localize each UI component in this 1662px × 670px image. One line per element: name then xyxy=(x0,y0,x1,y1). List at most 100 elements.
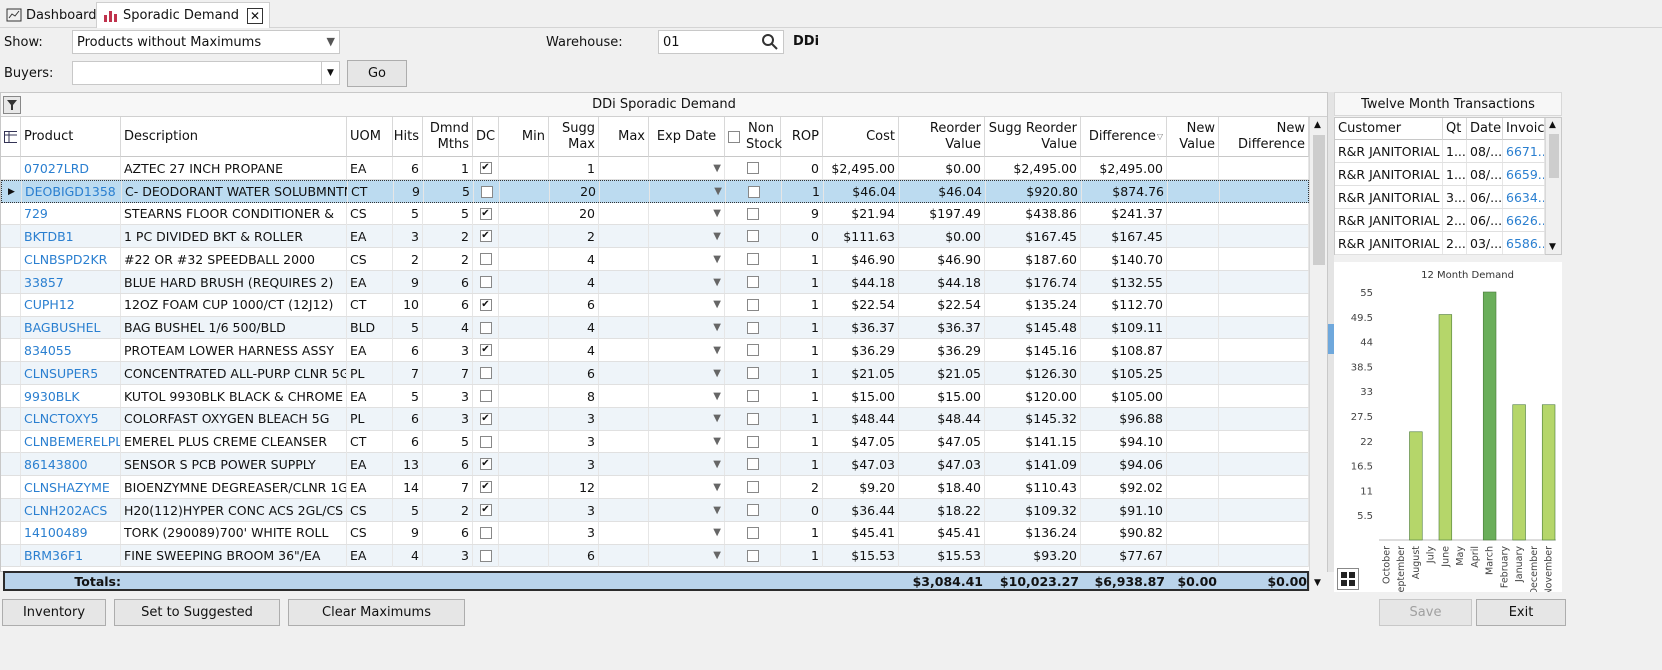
table-row[interactable]: CLNBEMERELPL...EMEREL PLUS CREME CLEANSE… xyxy=(1,430,1309,454)
tx-col-invoice[interactable]: Invoic xyxy=(1503,118,1545,140)
buyers-select[interactable]: ▼ xyxy=(72,61,340,85)
max-cell[interactable] xyxy=(599,339,649,362)
tx-invoice-link[interactable]: 6634... xyxy=(1503,186,1545,208)
tx-invoice-link[interactable]: 6586... xyxy=(1503,232,1545,254)
non-stock-checkbox[interactable] xyxy=(746,276,759,288)
new-value-cell[interactable] xyxy=(1167,339,1219,362)
col-description[interactable]: Description xyxy=(121,117,347,157)
table-row[interactable]: CLNH202ACS H20(112)HYPER CONC ACS 2GL/CS C… xyxy=(1,499,1309,522)
non-stock-checkbox[interactable] xyxy=(746,526,759,539)
table-row[interactable]: CLNCTOXY5 COLORFAST OXYGEN BLEACH 5G PL 6 3 ✔… xyxy=(1,407,1309,431)
non-stock-checkbox[interactable] xyxy=(746,458,759,471)
chevron-down-icon[interactable]: ▼ xyxy=(713,367,721,379)
dc-checkbox[interactable]: ✔ xyxy=(479,207,492,220)
table-row[interactable]: 86143800 SENSOR S PCB POWER SUPPLY EA 13 6 ✔ 3… xyxy=(1,453,1309,477)
close-tab-icon[interactable]: ✕ xyxy=(247,7,264,24)
col-uom[interactable]: UOM xyxy=(347,117,393,157)
max-cell[interactable] xyxy=(599,521,649,544)
max-cell[interactable] xyxy=(599,385,649,407)
min-cell[interactable] xyxy=(499,248,549,271)
max-cell[interactable] xyxy=(599,430,649,453)
row-selector[interactable] xyxy=(1,499,21,521)
max-cell[interactable] xyxy=(599,407,649,430)
tx-col-customer[interactable]: Customer xyxy=(1335,118,1443,140)
exp-date-cell[interactable]: ▼ xyxy=(649,339,725,362)
row-selector[interactable] xyxy=(1,225,21,248)
dc-checkbox[interactable] xyxy=(479,321,492,334)
product-link[interactable]: CUPH12 xyxy=(21,293,121,316)
dc-checkbox[interactable]: ✔ xyxy=(479,230,492,243)
new-value-cell[interactable] xyxy=(1167,407,1219,430)
set-to-suggested-button[interactable]: Set to Suggested xyxy=(114,599,280,626)
non-stock-checkbox[interactable] xyxy=(746,230,759,243)
grid-scrollbar[interactable]: ▲ ▼ xyxy=(1309,117,1327,591)
col-min[interactable]: Min xyxy=(499,117,549,157)
panel-splitter[interactable] xyxy=(1328,92,1334,572)
exp-date-cell[interactable]: ▼ xyxy=(649,316,725,339)
new-value-cell[interactable] xyxy=(1167,293,1219,316)
exp-date-cell[interactable]: ▼ xyxy=(649,499,725,521)
new-value-cell[interactable] xyxy=(1167,476,1219,499)
product-link[interactable]: 07027LRD xyxy=(21,157,121,179)
min-cell[interactable] xyxy=(499,453,549,476)
exp-date-cell[interactable]: ▼ xyxy=(649,385,725,407)
tx-invoice-link[interactable]: 6626... xyxy=(1503,209,1545,231)
exp-date-cell[interactable]: ▼ xyxy=(649,225,725,248)
chevron-down-icon[interactable]: ▼ xyxy=(713,481,721,493)
product-link[interactable]: 9930BLK xyxy=(21,385,121,407)
new-value-cell[interactable] xyxy=(1167,544,1219,567)
row-selector[interactable] xyxy=(1,407,21,430)
exp-date-cell[interactable]: ▼ xyxy=(649,407,725,430)
col-new-difference[interactable]: New Difference xyxy=(1219,117,1309,157)
table-row[interactable]: 9930BLK KUTOL 9930BLK BLACK & CHROME EA 5 3 8… xyxy=(1,385,1309,408)
new-value-cell[interactable] xyxy=(1168,180,1220,203)
min-cell[interactable] xyxy=(499,430,549,453)
table-row[interactable]: CLNSHAZYME BIOENZYMNE DEGREASER/CLNR 1G EA… xyxy=(1,476,1309,499)
tx-scroll-down-icon[interactable]: ▼ xyxy=(1549,242,1556,252)
chevron-down-icon[interactable]: ▼ xyxy=(713,299,721,311)
col-hits[interactable]: Hits xyxy=(393,117,423,157)
non-stock-checkbox[interactable] xyxy=(746,253,759,266)
dc-checkbox[interactable]: ✔ xyxy=(479,504,492,516)
exp-date-cell[interactable]: ▼ xyxy=(649,476,725,499)
dropdown-arrow-icon[interactable]: ▼ xyxy=(321,62,339,84)
chevron-down-icon[interactable]: ▼ xyxy=(713,390,721,402)
new-value-cell[interactable] xyxy=(1167,385,1219,407)
tx-scroll-thumb[interactable] xyxy=(1549,134,1559,178)
tx-col-qty[interactable]: Qt xyxy=(1443,118,1467,140)
exp-date-cell[interactable]: ▼ xyxy=(649,248,725,271)
row-selector[interactable] xyxy=(1,293,21,316)
max-cell[interactable] xyxy=(599,225,649,248)
row-selector[interactable] xyxy=(1,544,21,567)
col-product[interactable]: Product xyxy=(21,117,121,157)
scroll-thumb[interactable] xyxy=(1313,135,1325,265)
non-stock-checkbox[interactable] xyxy=(746,207,759,220)
product-link[interactable]: BKTDB1 xyxy=(21,225,121,248)
col-cost[interactable]: Cost xyxy=(823,117,899,157)
product-link[interactable]: 729 xyxy=(21,202,121,225)
min-cell[interactable] xyxy=(499,225,549,248)
exp-date-cell[interactable]: ▼ xyxy=(649,362,725,385)
new-value-cell[interactable] xyxy=(1167,521,1219,544)
dc-checkbox[interactable]: ✔ xyxy=(479,162,492,174)
inventory-button[interactable]: Inventory xyxy=(2,599,106,626)
exp-date-cell[interactable]: ▼ xyxy=(649,157,725,179)
product-link[interactable]: DEOBIGD1358 xyxy=(22,180,122,203)
max-cell[interactable] xyxy=(599,476,649,499)
chevron-down-icon[interactable]: ▼ xyxy=(713,162,721,174)
chevron-down-icon[interactable]: ▼ xyxy=(713,413,721,425)
tx-invoice-link[interactable]: 6659... xyxy=(1503,163,1545,185)
non-stock-checkbox[interactable] xyxy=(746,412,759,425)
col-sugg-reorder-value[interactable]: Sugg Reorder Value xyxy=(985,117,1081,157)
dc-checkbox[interactable]: ✔ xyxy=(479,412,492,425)
save-button[interactable]: Save xyxy=(1379,599,1472,626)
exp-date-cell[interactable]: ▼ xyxy=(649,202,725,225)
new-value-cell[interactable] xyxy=(1167,248,1219,271)
product-link[interactable]: 86143800 xyxy=(21,453,121,476)
dc-checkbox[interactable] xyxy=(479,435,492,448)
col-sugg-max[interactable]: Sugg Max xyxy=(549,117,599,157)
row-selector[interactable] xyxy=(1,453,21,476)
table-row[interactable]: 729 STEARNS FLOOR CONDITIONER & CS 5 5 ✔ 20 ▼ 9 $… xyxy=(1,202,1309,226)
